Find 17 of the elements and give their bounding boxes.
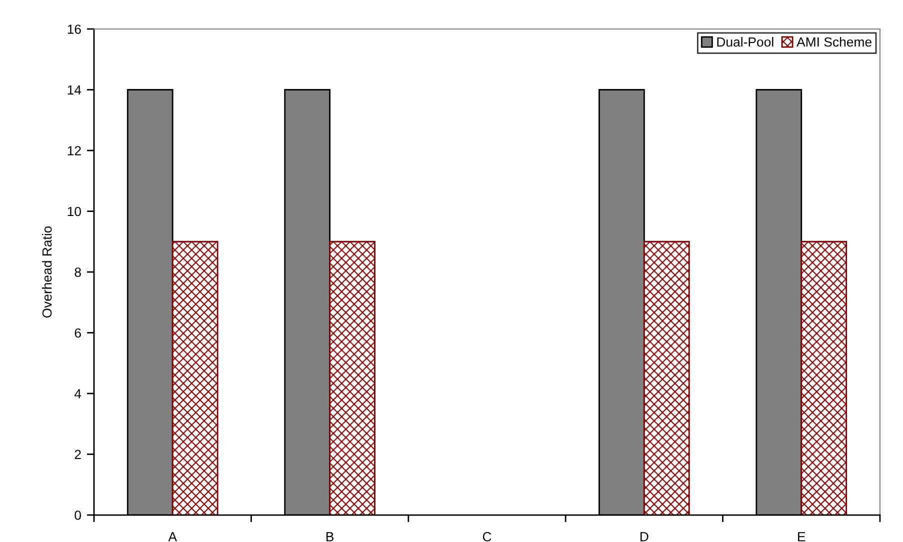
x-tick-label: D <box>640 532 648 542</box>
y-axis-title: Overhead Ratio <box>42 226 52 318</box>
y-tick-label: 12 <box>68 146 81 156</box>
x-tick-label: A <box>168 532 177 542</box>
x-tick-label: B <box>326 532 334 542</box>
y-tick-label: 8 <box>74 268 81 277</box>
y-tick-label: 16 <box>68 24 81 34</box>
y-tick-label: 2 <box>74 450 81 460</box>
y-tick-label: 4 <box>74 389 82 398</box>
y-tick-label: 6 <box>74 328 81 338</box>
legend-label: AMI Scheme <box>796 36 872 47</box>
y-tick-label: 10 <box>68 206 81 216</box>
y-tick-label: 0 <box>74 510 81 520</box>
x-tick-label: E <box>798 532 806 542</box>
x-tick-label: C <box>482 532 492 542</box>
legend-label: Dual-Pool <box>717 36 774 47</box>
y-tick-label: 14 <box>68 85 82 95</box>
